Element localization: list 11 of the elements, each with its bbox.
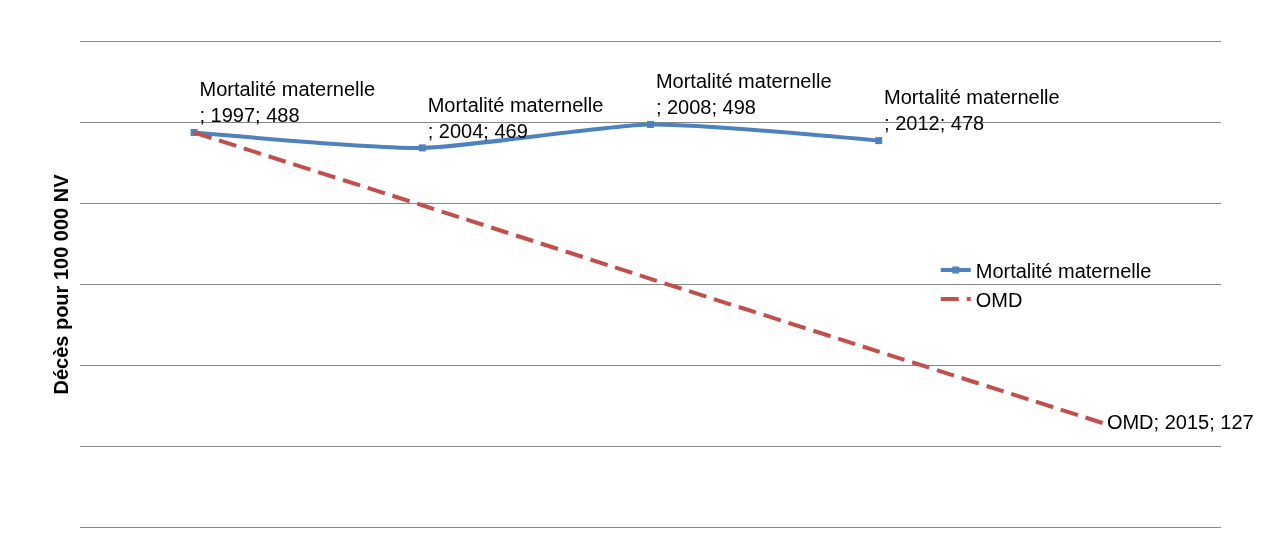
point bbox=[875, 137, 883, 145]
point bbox=[647, 120, 654, 128]
data-label: Mortalité maternelle ; 2012; 478 bbox=[884, 86, 1060, 135]
data-label: Mortalité maternelle ; 2008; 498 bbox=[655, 70, 832, 119]
data-label: Mortalité maternelle ; 2004; 469 bbox=[427, 93, 604, 142]
y-axis-title: Décès pour 100 000 NV bbox=[49, 173, 72, 395]
legend-label: Mortalité maternelle bbox=[975, 259, 1152, 282]
point bbox=[418, 144, 426, 152]
data-label: OMD; 2015; 127 bbox=[1106, 411, 1254, 434]
data-label: Mortalité maternelle ; 1997; 488 bbox=[199, 78, 376, 127]
legend-label: OMD bbox=[975, 288, 1023, 311]
